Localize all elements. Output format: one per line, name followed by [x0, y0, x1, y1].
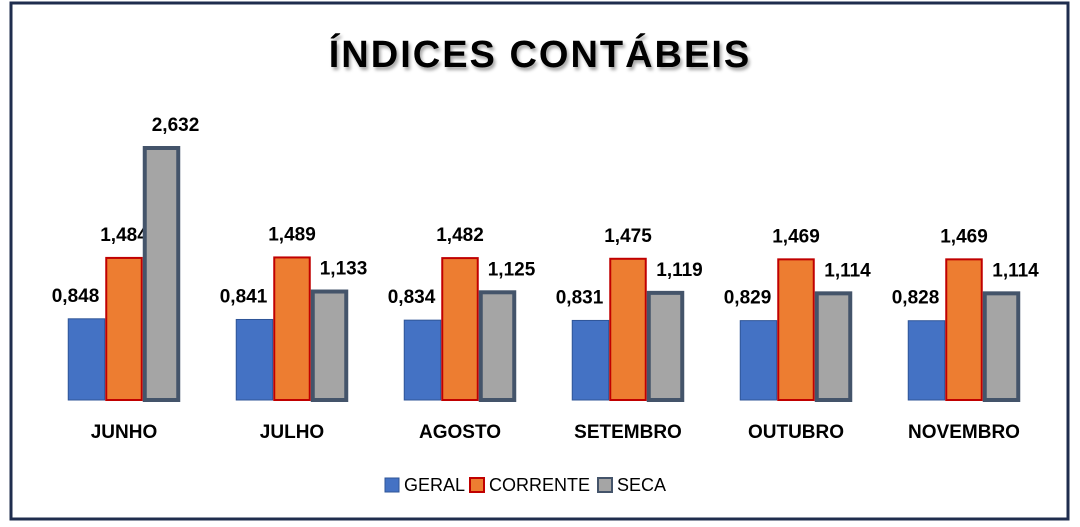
x-tick-label: OUTUBRO [748, 422, 844, 443]
data-label: 1,125 [488, 259, 536, 280]
legend-swatch [597, 477, 613, 493]
data-label: 1,482 [436, 225, 484, 246]
data-label: 0,841 [220, 286, 268, 307]
bar [982, 291, 1021, 402]
bar [142, 146, 181, 402]
bar [403, 319, 442, 401]
bar [646, 290, 685, 402]
bar [67, 318, 106, 401]
bar [814, 291, 853, 402]
data-label: 1,119 [656, 260, 703, 281]
bar [945, 258, 983, 402]
data-label: 0,829 [724, 288, 772, 309]
bar [907, 320, 946, 401]
bar [609, 257, 647, 401]
bar [777, 258, 815, 402]
data-label: 1,469 [940, 226, 988, 247]
x-tick-label: AGOSTO [419, 422, 501, 443]
x-tick-label: SETEMBRO [574, 422, 682, 443]
bar [739, 320, 778, 401]
frame [9, 1, 1070, 521]
x-tick-label: JULHO [260, 422, 324, 443]
legend-swatch [469, 477, 485, 493]
data-label: 1,114 [992, 260, 1039, 281]
data-label: 1,469 [772, 226, 820, 247]
bar [310, 289, 349, 402]
data-label: 1,484 [100, 225, 148, 246]
data-label: 1,475 [604, 226, 652, 247]
x-tick-label: NOVEMBRO [908, 422, 1020, 443]
chart-title: ÍNDICES CONTÁBEIS [329, 32, 751, 76]
data-label: 1,489 [268, 224, 316, 245]
legend-swatch [384, 477, 400, 493]
data-label: 1,133 [320, 259, 368, 280]
bar [441, 257, 479, 401]
data-label: 2,632 [152, 115, 200, 136]
data-label: 0,848 [52, 286, 100, 307]
data-label: 1,114 [824, 260, 871, 281]
bar [478, 290, 517, 402]
legend-label: GERAL [404, 475, 465, 495]
bar [235, 318, 274, 401]
legend-label: CORRENTE [489, 475, 590, 495]
data-label: 0,831 [556, 287, 604, 308]
x-tick-label: JUNHO [91, 422, 158, 443]
data-label: 0,834 [388, 287, 436, 308]
bar [571, 319, 610, 401]
legend-label: SECA [617, 475, 666, 495]
bar [273, 256, 311, 401]
bar [105, 256, 143, 401]
data-label: 0,828 [892, 288, 940, 309]
